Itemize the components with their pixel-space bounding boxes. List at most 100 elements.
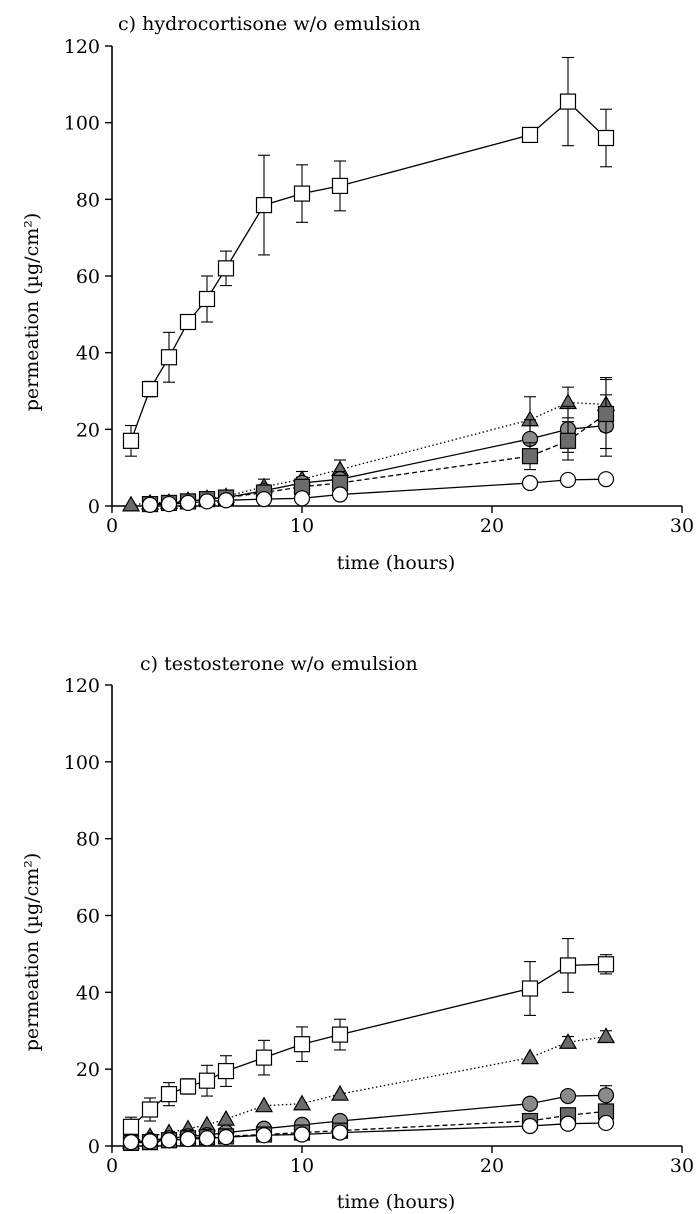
data-point-square — [217, 260, 235, 277]
data-point-square — [255, 196, 273, 214]
x-tick-label: 20 — [480, 515, 504, 537]
series-open-square — [122, 937, 615, 1137]
data-point-triangle — [292, 1094, 312, 1111]
y-tick-label: 100 — [64, 113, 100, 135]
data-point-square — [521, 980, 539, 997]
data-point-square — [160, 349, 178, 366]
x-axis-title: time (hours) — [337, 1191, 456, 1213]
data-point-circle — [198, 493, 216, 510]
data-point-circle — [179, 1130, 197, 1148]
data-point-circle — [521, 1117, 539, 1135]
panel-title: c) hydrocortisone w/o emulsion — [118, 13, 421, 35]
data-point-square — [331, 177, 349, 195]
x-tick-label: 20 — [480, 1155, 504, 1177]
data-point-square — [521, 448, 539, 465]
data-point-circle — [255, 1127, 273, 1144]
data-point-circle — [160, 1132, 178, 1149]
data-point-circle — [293, 1126, 311, 1143]
data-point-triangle — [558, 1033, 578, 1049]
data-point-square — [559, 432, 577, 449]
y-tick-label: 80 — [76, 829, 100, 851]
data-point-triangle — [596, 1027, 616, 1044]
data-point-circle — [521, 1095, 539, 1112]
data-point-square — [331, 1026, 349, 1043]
data-point-circle — [331, 1124, 349, 1141]
series-filled-circle — [122, 1085, 615, 1151]
y-tick-label: 100 — [64, 752, 100, 774]
data-point-triangle — [520, 1048, 540, 1065]
data-point-square — [122, 1118, 140, 1135]
series-line — [130, 100, 607, 442]
y-tick-label: 120 — [64, 36, 100, 58]
data-point-circle — [521, 474, 539, 492]
data-point-triangle — [121, 495, 141, 512]
data-point-circle — [160, 495, 178, 513]
data-point-square — [179, 1078, 197, 1095]
data-point-circle — [255, 491, 273, 508]
data-point-circle — [559, 471, 577, 489]
data-point-circle — [597, 471, 615, 488]
x-tick-label: 0 — [106, 515, 118, 537]
data-point-square — [141, 380, 159, 398]
chart-panel-hydrocortisone: c) hydrocortisone w/o emulsion permeatio… — [21, 13, 694, 574]
data-point-square — [217, 1062, 235, 1080]
panel-title: c) testosterone w/o emulsion — [140, 653, 418, 675]
data-point-square — [255, 1049, 273, 1066]
data-point-square — [198, 1072, 216, 1089]
y-axis-title: permeation (µg/cm²) — [21, 213, 43, 412]
y-tick-label: 20 — [76, 419, 100, 441]
data-point-circle — [141, 496, 159, 513]
y-tick-label: 60 — [76, 906, 100, 928]
data-point-square — [559, 93, 577, 110]
x-axis-title: time (hours) — [337, 552, 456, 574]
data-point-square — [597, 129, 615, 147]
data-point-square — [141, 1101, 159, 1118]
data-point-square — [293, 185, 311, 202]
data-point-circle — [217, 492, 235, 509]
data-point-square — [179, 313, 197, 331]
series-open-circle — [141, 471, 615, 513]
data-point-triangle — [216, 1109, 236, 1126]
data-point-circle — [141, 1133, 159, 1150]
data-point-square — [122, 432, 140, 449]
series-filled-square — [122, 1103, 615, 1152]
x-tick-label: 10 — [290, 515, 314, 537]
y-tick-label: 0 — [88, 496, 100, 518]
y-tick-label: 120 — [64, 675, 100, 697]
data-point-triangle — [330, 1084, 350, 1101]
data-point-circle — [217, 1129, 235, 1146]
y-axis-title: permeation (µg/cm²) — [21, 853, 43, 1052]
data-point-square — [293, 1036, 311, 1053]
x-tick-label: 10 — [290, 1155, 314, 1177]
data-point-square — [198, 290, 216, 308]
data-point-circle — [293, 490, 311, 507]
data-point-square — [521, 126, 539, 144]
chart-panel-testosterone: c) testosterone w/o emulsion permeation … — [21, 653, 694, 1213]
data-point-circle — [331, 486, 349, 503]
data-point-circle — [559, 1115, 577, 1132]
x-tick-label: 30 — [670, 1155, 694, 1177]
data-point-circle — [198, 1130, 216, 1147]
series-filled-triangle — [121, 1027, 616, 1149]
data-point-triangle — [254, 1096, 274, 1113]
data-point-circle — [559, 1087, 577, 1105]
data-point-circle — [597, 1114, 615, 1132]
series-open-circle — [122, 1114, 615, 1151]
data-point-square — [597, 405, 615, 423]
y-tick-label: 0 — [88, 1136, 100, 1158]
y-tick-label: 20 — [76, 1059, 100, 1081]
y-tick-label: 60 — [76, 266, 100, 288]
series-open-square — [122, 56, 615, 457]
data-point-circle — [597, 1087, 615, 1104]
y-tick-label: 40 — [76, 343, 100, 365]
y-tick-label: 40 — [76, 982, 100, 1004]
data-point-circle — [122, 1134, 140, 1151]
data-point-square — [160, 1086, 178, 1103]
y-tick-label: 80 — [76, 189, 100, 211]
data-point-circle — [179, 494, 197, 512]
data-point-square — [597, 956, 615, 973]
series-filled-triangle — [121, 377, 616, 512]
x-tick-label: 30 — [670, 515, 694, 537]
data-point-square — [559, 957, 577, 974]
